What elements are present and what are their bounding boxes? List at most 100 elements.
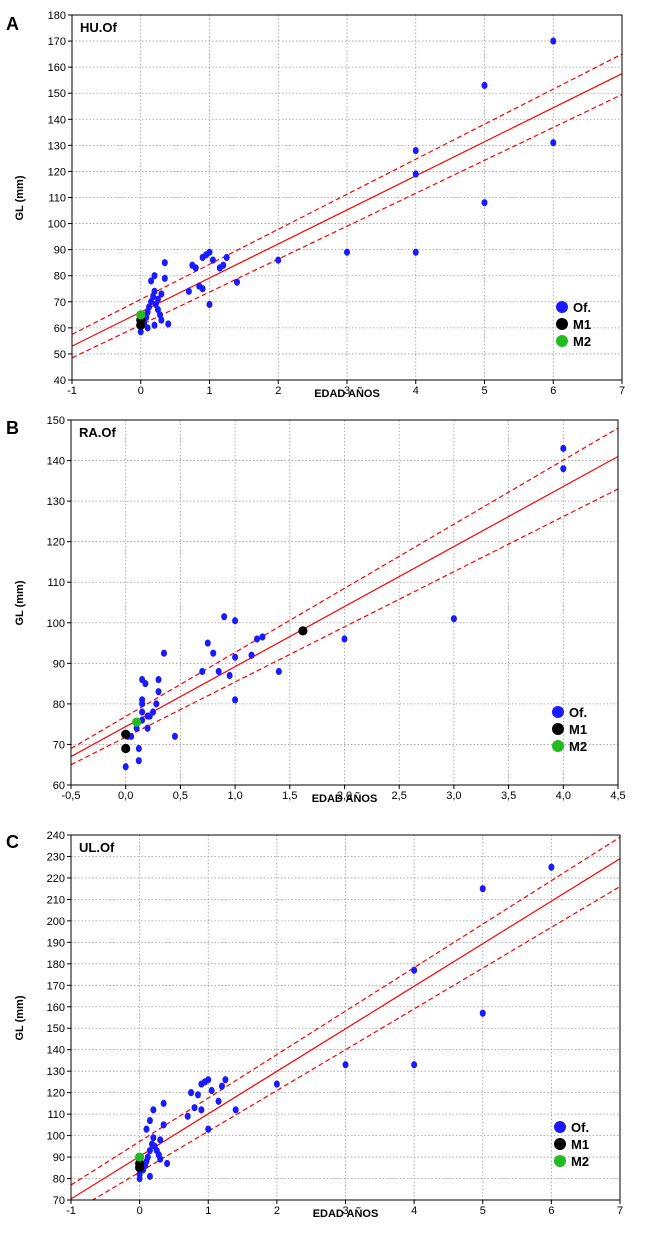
y-tick-label: 130 — [48, 140, 66, 152]
data-point-of — [223, 253, 230, 262]
y-tick-label: 90 — [54, 245, 66, 257]
data-point-of — [144, 324, 151, 332]
x-tick-label: 0,5 — [173, 790, 188, 802]
data-point-of — [481, 199, 488, 207]
data-point-of — [259, 633, 266, 641]
data-point-of — [232, 617, 239, 625]
legend: Of. M1 M2 — [556, 300, 591, 349]
chart-panel-C: -1 0 1 2 3 4 5 6 7 70 80 90 100 110 120 130 140 150 160 170… — [6, 830, 623, 1220]
data-point-of — [150, 1134, 157, 1142]
x-tick-label: 2 — [275, 385, 281, 397]
data-point-of — [191, 1104, 198, 1112]
x-tick-label: 4,0 — [556, 790, 571, 802]
legend-marker-m1 — [556, 318, 568, 330]
data-point-of — [139, 696, 146, 704]
y-tick-label: 160 — [48, 62, 66, 74]
y-tick-label: 190 — [47, 937, 65, 949]
y-tick-label: 120 — [48, 166, 66, 178]
data-point-of — [275, 667, 282, 676]
x-tick-label: 4,5 — [610, 790, 625, 802]
y-tick-label: 40 — [54, 375, 66, 387]
panel-label: A — [6, 14, 19, 34]
y-tick-label: 100 — [48, 219, 66, 231]
y-tick-label: 170 — [48, 36, 66, 48]
x-tick-label: 2,0 — [337, 790, 352, 802]
y-tick-label: 150 — [47, 415, 65, 427]
data-point-of — [148, 277, 155, 285]
y-axis-label: GL (mm) — [14, 175, 26, 220]
data-point-of — [412, 170, 419, 178]
x-tick-label: 1,0 — [227, 790, 242, 802]
y-tick-label: 60 — [53, 780, 65, 792]
data-point-m1 — [298, 626, 308, 636]
legend-marker-m2 — [552, 740, 564, 752]
x-tick-label: 5 — [481, 385, 487, 397]
x-tick-label: 0 — [137, 1205, 143, 1217]
data-point-of — [142, 680, 149, 688]
y-tick-label: 160 — [47, 1002, 65, 1014]
y-tick-label: 70 — [54, 297, 66, 309]
data-point-of — [199, 667, 206, 676]
data-point-of — [273, 1080, 280, 1088]
data-point-of — [146, 1172, 153, 1180]
y-tick-label: 70 — [53, 1195, 65, 1207]
data-point-of — [153, 700, 160, 708]
data-point-m2 — [135, 1152, 145, 1162]
y-axis-label: GL (mm) — [14, 995, 26, 1040]
data-point-of — [144, 1153, 151, 1161]
data-point-of — [221, 613, 228, 621]
data-point-of — [160, 1099, 167, 1107]
y-tick-label: 100 — [47, 618, 65, 630]
x-tick-label: 3,0 — [446, 790, 461, 802]
x-tick-label: 3 — [344, 385, 350, 397]
data-point-of — [160, 1121, 167, 1129]
data-point-of — [205, 1076, 212, 1084]
data-point-of — [479, 1009, 486, 1017]
data-point-of — [215, 667, 222, 676]
chart-panel-A: -1 0 1 2 3 4 5 6 7 40 50 60 70 80 90 100 110 120 130 140 150… — [6, 10, 625, 400]
x-tick-label: 4 — [411, 1205, 417, 1217]
x-tick-label: 2,5 — [392, 790, 407, 802]
data-point-of — [192, 264, 199, 272]
data-point-of — [157, 1136, 164, 1144]
data-point-of — [185, 287, 192, 295]
data-point-of — [206, 248, 213, 256]
x-axis-label: EDAD AÑOS — [312, 792, 378, 805]
y-tick-label: 90 — [53, 1152, 65, 1164]
y-tick-label: 150 — [48, 88, 66, 100]
data-point-of — [165, 320, 172, 328]
x-tick-label: 6 — [548, 1205, 554, 1217]
data-point-of — [204, 639, 211, 647]
regression-line — [71, 455, 618, 758]
legend-label: M2 — [571, 1154, 589, 1169]
y-tick-label: 120 — [47, 1088, 65, 1100]
data-point-of — [220, 261, 227, 269]
y-tick-label: 220 — [47, 873, 65, 885]
y-tick-label: 110 — [47, 1109, 65, 1121]
data-point-of — [275, 256, 282, 264]
legend-label: M2 — [569, 739, 587, 754]
data-point-of — [206, 300, 213, 308]
x-tick-label: -1 — [66, 1205, 76, 1217]
legend: Of. M1 M2 — [552, 705, 587, 754]
data-point-of — [194, 1091, 201, 1099]
data-point-of — [226, 671, 233, 680]
data-point-of — [151, 272, 158, 280]
x-tick-label: 7 — [619, 385, 625, 397]
panel-label: B — [6, 418, 19, 438]
y-tick-label: 200 — [47, 916, 65, 928]
legend: Of. M1 M2 — [554, 1120, 589, 1169]
y-tick-label: 90 — [53, 658, 65, 670]
y-tick-label: 120 — [47, 537, 65, 549]
y-tick-label: 140 — [47, 1045, 65, 1057]
y-tick-label: 50 — [54, 349, 66, 361]
data-point-of — [157, 1155, 164, 1163]
y-tick-label: 100 — [47, 1131, 65, 1143]
data-point-m1 — [135, 1158, 145, 1169]
data-point-of — [550, 139, 557, 147]
data-point-of — [411, 966, 418, 974]
legend-marker-of — [556, 301, 568, 313]
ci-upper-line — [72, 53, 622, 335]
y-tick-label: 60 — [54, 323, 66, 335]
